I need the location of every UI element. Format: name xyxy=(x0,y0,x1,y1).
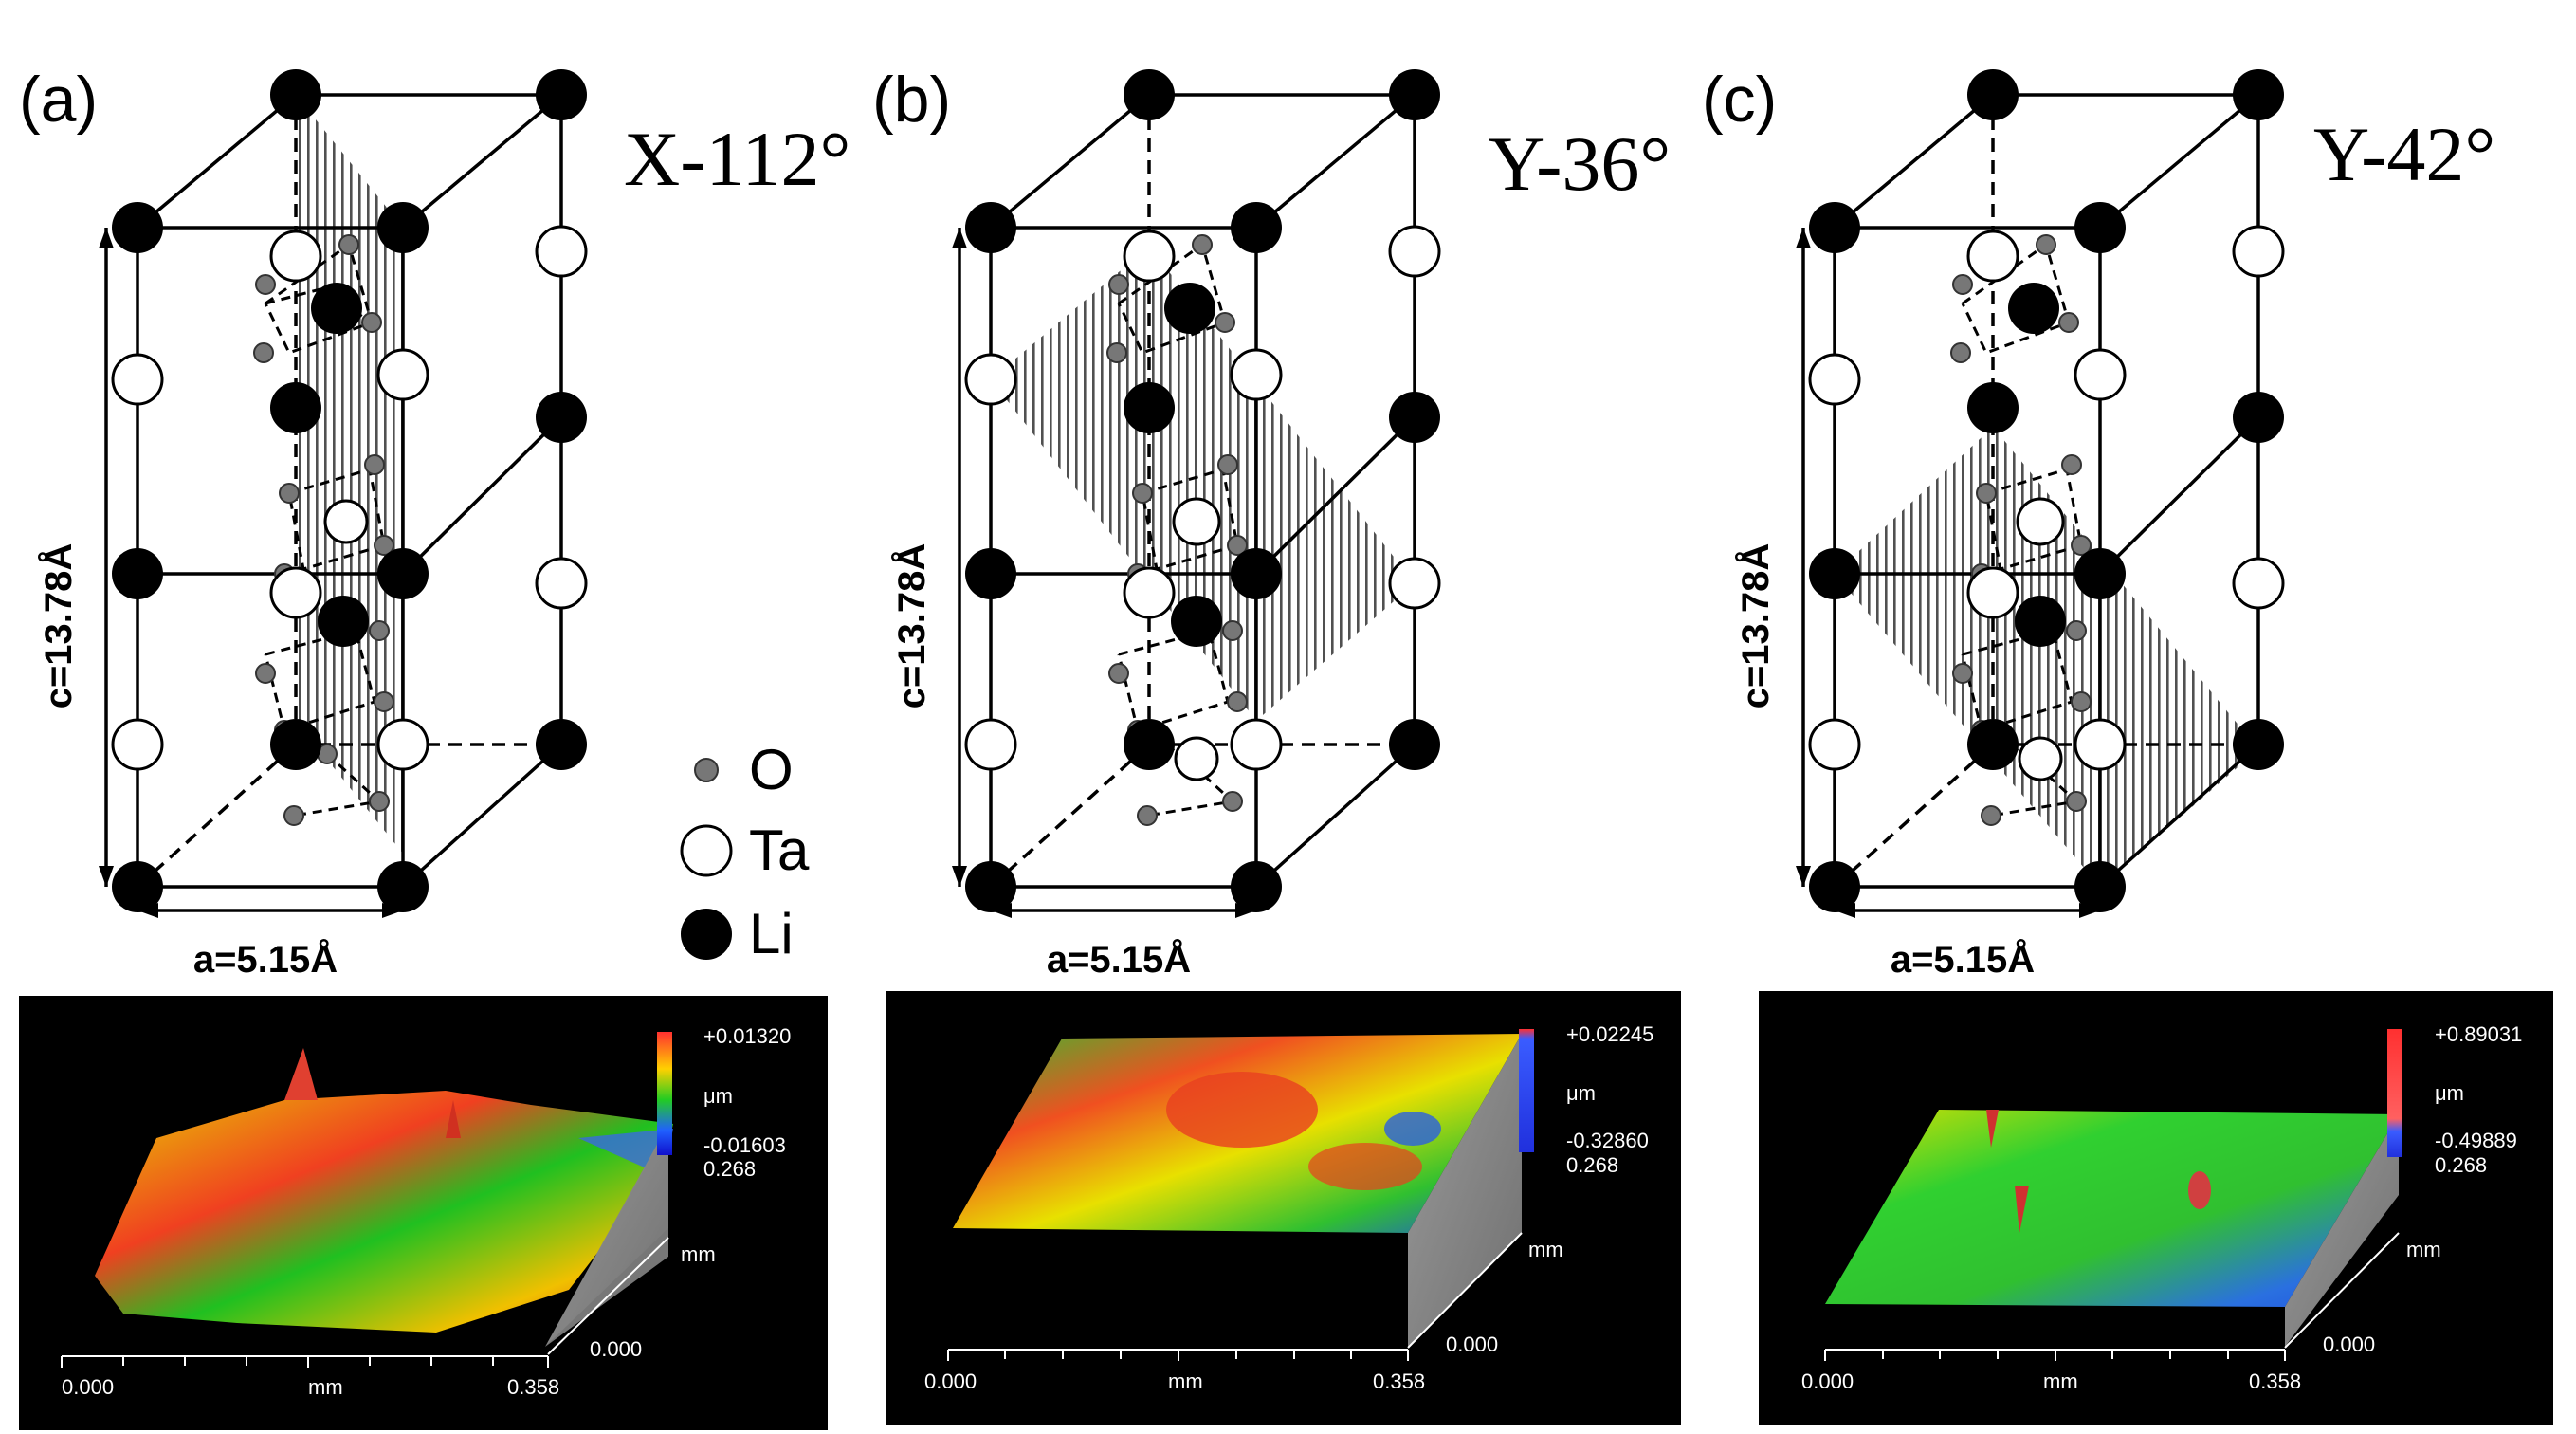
afm-zmax-a: +0.01320 xyxy=(703,1024,791,1048)
panel-label-b: (b) xyxy=(872,64,951,136)
afm-yzero-c: 0.000 xyxy=(2323,1333,2375,1356)
afm-xend-a: 0.358 xyxy=(507,1375,559,1399)
cell-edges-b xyxy=(989,93,1416,889)
li-atoms-b xyxy=(965,69,1440,912)
afm-ticks-c xyxy=(1824,1350,2286,1361)
afm-unit-c: μm xyxy=(2435,1081,2464,1105)
panel-c: (c) Y-42° xyxy=(1702,64,2553,1425)
crystal-cell-b xyxy=(952,69,1441,918)
afm-zmin-b: -0.32860 xyxy=(1566,1129,1649,1152)
afm-surface-c xyxy=(1825,1110,2399,1307)
legend-o-label: O xyxy=(749,738,794,801)
legend-ta-label: Ta xyxy=(749,818,810,882)
c-axis-label-a: c=13.78Å xyxy=(37,543,80,709)
a-axis-label-b: a=5.15Å xyxy=(1047,938,1191,981)
afm-zmax-b: +0.02245 xyxy=(1566,1022,1653,1046)
afm-xend-c: 0.358 xyxy=(2249,1370,2301,1393)
afm-zscale-b: 0.268 xyxy=(1566,1153,1618,1177)
afm-xunit-a: mm xyxy=(308,1375,343,1399)
cut-plane-b xyxy=(991,247,1415,721)
cut-plane-a xyxy=(296,95,403,854)
afm-unit-b: μm xyxy=(1566,1081,1596,1105)
afm-colorscale-c xyxy=(2387,1029,2402,1157)
panel-label-a: (a) xyxy=(19,64,98,136)
afm-yzero-a: 0.000 xyxy=(590,1337,642,1361)
a-axis-label-a: a=5.15Å xyxy=(193,938,338,981)
afm-yunit-a: mm xyxy=(681,1242,716,1266)
c-axis-label-b: c=13.78Å xyxy=(890,543,933,709)
panel-b: (b) Y-36° xyxy=(872,64,1681,1425)
afm-side-face-c xyxy=(2285,1114,2399,1347)
legend-li-symbol xyxy=(681,909,732,960)
afm-unit-a: μm xyxy=(703,1084,733,1108)
afm-colorscale-a xyxy=(657,1032,672,1155)
afm-surface-a xyxy=(95,1091,673,1333)
afm-xstart-a: 0.000 xyxy=(62,1375,114,1399)
afm-side-face-b xyxy=(1408,1034,1522,1347)
afm-yunit-b: mm xyxy=(1528,1238,1563,1261)
afm-xstart-c: 0.000 xyxy=(1801,1370,1854,1393)
c-axis-label-c: c=13.78Å xyxy=(1734,543,1777,709)
afm-image-b: +0.02245 μm -0.32860 0.268 mm 0.000 0.00… xyxy=(886,991,1681,1425)
afm-xend-b: 0.358 xyxy=(1373,1370,1425,1393)
afm-xunit-b: mm xyxy=(1168,1370,1203,1393)
a-axis-label-c: a=5.15Å xyxy=(1891,938,2035,981)
afm-yzero-b: 0.000 xyxy=(1446,1333,1498,1356)
afm-xstart-b: 0.000 xyxy=(924,1370,977,1393)
ta-atoms-a xyxy=(111,225,588,771)
orientation-label-a: X-112° xyxy=(624,116,850,202)
legend: O Ta Li xyxy=(680,738,810,965)
orientation-label-c: Y-42° xyxy=(2313,111,2495,197)
afm-zmin-a: -0.01603 xyxy=(703,1133,786,1157)
afm-zmin-c: -0.49889 xyxy=(2435,1129,2517,1152)
afm-side-face-a xyxy=(545,1124,668,1347)
afm-image-a: +0.01320 μm -0.01603 0.268 mm 0.000 0.00… xyxy=(19,996,828,1430)
afm-zscale-a: 0.268 xyxy=(703,1157,756,1181)
legend-ta-symbol xyxy=(680,824,733,877)
cut-plane-c xyxy=(1835,427,2258,887)
afm-colorscale-b xyxy=(1519,1029,1534,1152)
ta-atoms-c xyxy=(1808,225,2285,781)
afm-ticks-a xyxy=(61,1356,549,1368)
afm-image-c: +0.89031 μm -0.49889 0.268 mm 0.000 0.00… xyxy=(1759,991,2553,1425)
ta-atoms-b xyxy=(964,225,1441,781)
orientation-label-b: Y-36° xyxy=(1489,120,1671,207)
panel-a: (a) X-112° xyxy=(19,64,850,1430)
afm-ticks-b xyxy=(947,1350,1409,1361)
li-atoms-c xyxy=(1809,69,2284,912)
legend-o-symbol xyxy=(694,758,719,782)
afm-xunit-c: mm xyxy=(2043,1370,2078,1393)
li-atoms-a xyxy=(112,69,587,912)
afm-yunit-c: mm xyxy=(2406,1238,2441,1261)
crystal-cell-a: c=13.78Å a=5.15Å xyxy=(37,69,588,981)
panel-label-c: (c) xyxy=(1702,64,1777,136)
afm-zscale-c: 0.268 xyxy=(2435,1153,2487,1177)
legend-li-label: Li xyxy=(749,902,794,965)
crystal-cell-c xyxy=(1796,69,2285,918)
afm-zmax-c: +0.89031 xyxy=(2435,1022,2522,1046)
